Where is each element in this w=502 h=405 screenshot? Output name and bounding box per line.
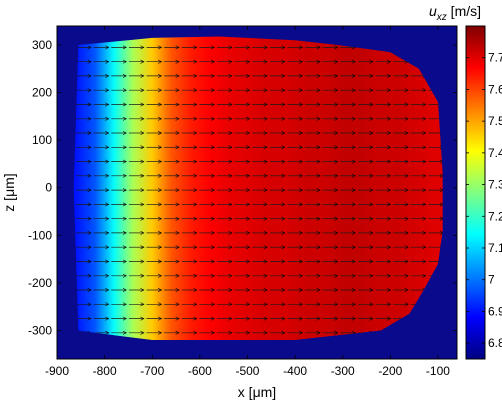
x-tick-label: -600 [188,364,212,378]
colorbar: 7.7 7.6 7.5 7.4 7.3 7.2 7.1 7 6.9 6.8 uxz [m/s] [429,3,502,360]
y-tick-label: 0 [45,181,52,195]
y-tick-label: 300 [32,38,52,52]
colorbar-tick-label: 7 [488,273,495,287]
y-tick-label: 100 [32,133,52,147]
x-axis-label: x [μm] [238,384,276,400]
colorbar-tick-label: 6.9 [488,304,502,318]
x-tick-label: -200 [378,364,402,378]
y-tick-label: 200 [32,86,52,100]
colorbar-tick-label: 6.8 [488,336,502,350]
plot-area [57,26,457,359]
x-tick-label: -500 [235,364,259,378]
colorbar-gradient [465,25,486,360]
x-tick-label: -400 [283,364,307,378]
y-tick-label: -200 [28,276,52,290]
velocity-field [73,36,443,340]
x-tick-label: -100 [426,364,450,378]
x-tick-label: -700 [140,364,164,378]
colorbar-tick-label: 7.6 [488,82,502,96]
axes: -900 -800 -700 -600 -500 -400 -300 -200 -100 300 2… [1,25,458,400]
y-axis-label: z [μm] [1,173,17,211]
y-tick-label: -100 [28,228,52,242]
velocity-field-fill [73,36,443,340]
colorbar-tick-label: 7.5 [488,114,502,128]
plot-frame [56,25,458,360]
colorbar-title: uxz [m/s] [429,3,481,23]
x-tick-label: -800 [93,364,117,378]
colorbar-tick-label: 7.4 [488,146,502,160]
colorbar-tick-label: 7.7 [488,51,502,65]
y-tick-label: -300 [28,323,52,337]
colorbar-tick-label: 7.2 [488,209,502,223]
colorbar-tick-label: 7.3 [488,178,502,192]
x-tick-label: -300 [331,364,355,378]
x-tick-label: -900 [45,364,69,378]
colorbar-tick-label: 7.1 [488,241,502,255]
